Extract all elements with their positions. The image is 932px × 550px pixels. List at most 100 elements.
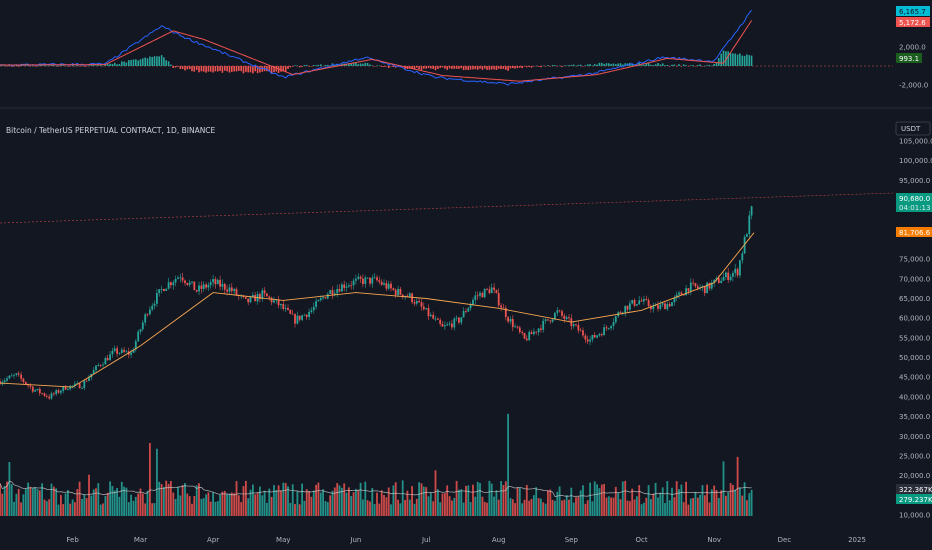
macd-hist-bar <box>423 66 425 69</box>
macd-hist-bar <box>603 64 605 66</box>
macd-hist-bar <box>179 66 182 69</box>
volume-bar <box>727 492 730 516</box>
macd-hist-bar <box>741 55 744 66</box>
macd-hist-bar <box>671 64 673 66</box>
candle-body <box>415 301 418 304</box>
candle-body <box>254 295 257 302</box>
volume-bar <box>502 485 505 516</box>
volume-bar <box>383 495 385 516</box>
volume-bar <box>715 490 718 516</box>
candle-body <box>144 314 147 323</box>
macd-hist-bar <box>460 66 463 69</box>
candle-body <box>174 279 177 283</box>
volume-bar <box>235 481 238 516</box>
volume-bar <box>352 492 355 516</box>
volume-bar <box>722 461 725 516</box>
price-tick-label: 105,000.0 <box>899 138 932 146</box>
price-tick-label: 55,000.0 <box>899 334 930 342</box>
candle-body <box>722 277 725 281</box>
macd-hist-bar <box>20 65 22 66</box>
candle-body <box>261 290 264 299</box>
volume-bar <box>303 500 306 516</box>
macd-hist-bar <box>336 64 338 66</box>
macd-hist-bar <box>743 55 746 66</box>
candle-body <box>179 277 182 279</box>
macd-value-label: 6,165.7 <box>899 8 926 16</box>
macd-hist-bar <box>191 66 193 72</box>
macd-hist-bar <box>146 58 149 66</box>
volume-bar <box>193 496 196 516</box>
candle-body <box>502 307 505 309</box>
macd-indicator-pane[interactable]: 2,000.0 -2,000.0 <box>0 9 928 90</box>
volume-bar <box>123 486 125 516</box>
volume-bar <box>699 494 701 516</box>
volume-bar <box>221 491 224 516</box>
volume-bar <box>90 495 93 516</box>
price-pane[interactable]: 105,000.0 100,000.0 95,000.0 75,000.0 70,000… <box>0 126 932 544</box>
candle-body <box>214 279 217 285</box>
macd-hist-bar <box>586 64 589 66</box>
volume-bar <box>291 484 294 516</box>
candle-body <box>333 293 336 295</box>
volume-bar <box>607 496 610 516</box>
macd-hist-bar <box>446 66 448 70</box>
currency-button[interactable]: USDT <box>895 121 931 136</box>
volume-bar <box>668 500 671 516</box>
candle-body <box>355 278 357 281</box>
volume-bar <box>514 503 516 516</box>
macd-hist-bar <box>512 66 514 69</box>
macd-hist-bar <box>488 66 491 70</box>
volume-bar <box>488 480 491 516</box>
candle-body <box>488 289 491 293</box>
candle-body <box>280 304 282 306</box>
candle-body <box>193 281 196 291</box>
candle-body <box>427 308 430 317</box>
volume-bar <box>118 496 121 516</box>
time-tick-label: Mar <box>134 536 147 544</box>
macd-hist-bar <box>427 66 430 69</box>
macd-hist-bar <box>158 56 160 66</box>
time-tick-label: Apr <box>207 536 219 544</box>
macd-hist-bar <box>69 66 71 67</box>
candle-body <box>69 385 72 390</box>
macd-hist-bar <box>62 65 64 66</box>
macd-hist-bar <box>458 66 460 69</box>
volume-bar <box>83 494 86 516</box>
macd-hist-bar <box>500 66 502 70</box>
macd-hist-bar <box>497 66 500 69</box>
macd-hist-bar <box>598 62 601 66</box>
candle-body <box>739 260 741 276</box>
candle-body <box>483 288 486 298</box>
volume-bar <box>308 491 310 516</box>
candle-body <box>577 324 580 331</box>
candle-body <box>614 316 617 323</box>
volume-bar <box>141 493 144 516</box>
volume-bar <box>748 493 751 516</box>
volume-bar <box>139 488 142 516</box>
candle-body <box>554 312 556 320</box>
price-tick-label: 65,000.0 <box>899 295 930 303</box>
candle-body <box>401 294 404 298</box>
macd-hist-bar <box>631 63 633 66</box>
volume-bar <box>125 487 128 516</box>
candle-body <box>303 314 306 316</box>
volume-bar <box>507 413 509 516</box>
candle-body <box>514 326 516 328</box>
time-axis-ticks: 2024 Feb Mar Apr May Jun Jul Aug Sep Oct Nov Dec 202… <box>0 536 866 544</box>
volume-bar <box>680 484 683 516</box>
macd-hist-bar <box>352 63 355 66</box>
macd-hist-bar <box>226 66 228 72</box>
macd-hist-bar <box>81 65 83 66</box>
candle-body <box>188 282 191 285</box>
volume-bar <box>525 484 528 516</box>
volume-bar <box>659 492 662 516</box>
candle-body <box>369 277 371 284</box>
macd-hist-bar <box>432 66 434 69</box>
candle-body <box>397 288 399 295</box>
candle-body <box>535 331 538 333</box>
macd-hist-bar <box>612 63 615 66</box>
macd-hist-bar <box>467 66 470 71</box>
macd-hist-bar <box>411 66 413 69</box>
